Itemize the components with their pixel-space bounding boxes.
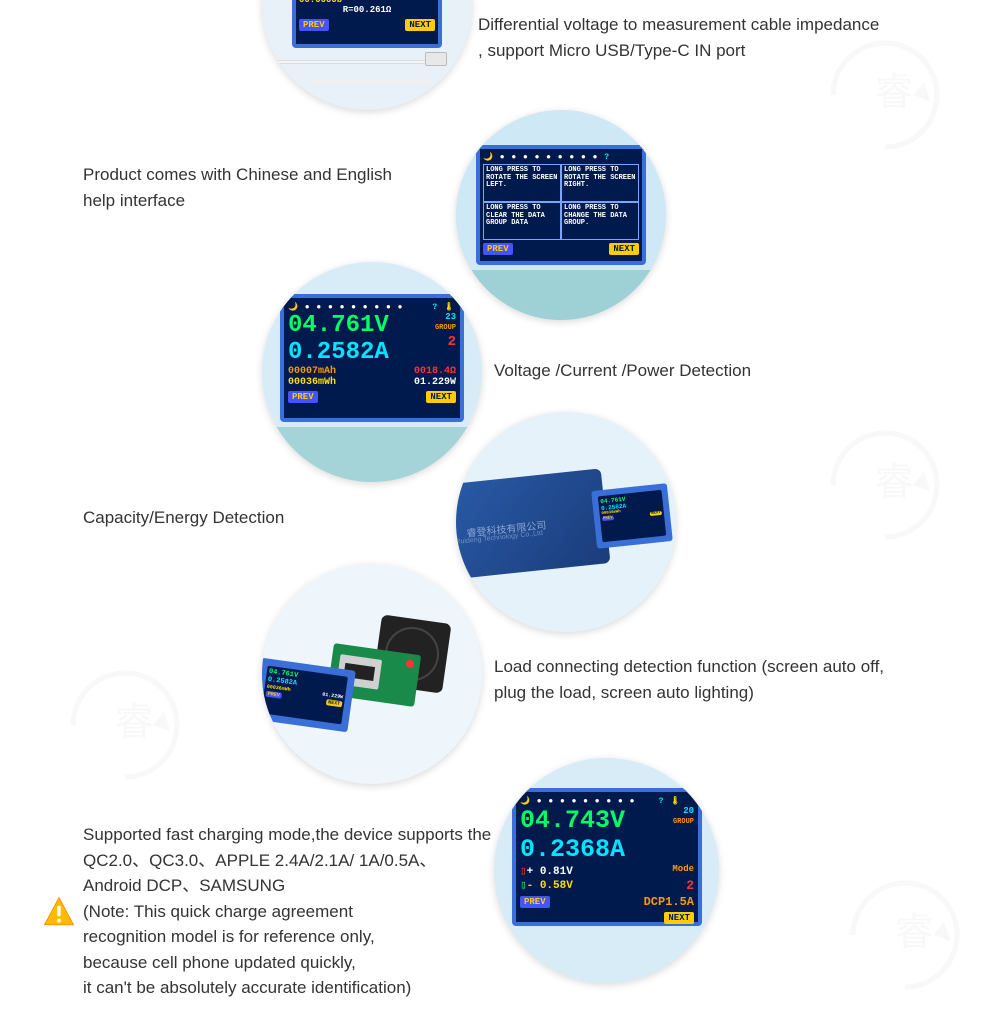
lcd-current: 0.2582A [288,339,389,366]
feature-image-cable-impedance: 00.0000b R=00.261Ω PREV NEXT [262,0,472,110]
help-cell: LONG PRESS TO ROTATE THE SCREEN LEFT. [483,164,561,202]
feature-line: QC2.0、QC3.0、APPLE 2.4A/2.1A/ 1A/0.5A、 [83,848,491,874]
feature-line: help interface [83,188,392,214]
lcd-group-label: GROUP [673,818,694,827]
feature-text-cable-impedance: Differential voltage to measurement cabl… [478,12,879,63]
svg-text:睿: 睿 [115,701,154,744]
feature-text-fast-charging: Supported fast charging mode,the device … [83,822,491,1001]
feature-image-fast-charging: 🌙 ● ● ● ● ● ● ● ● ● ? 🌡 04.743V 0.2368A … [494,758,719,983]
feature-image-vcp-detection: 🌙 ● ● ● ● ● ● ● ● ● ? 🌡 04.761V 0.2582A … [262,262,482,482]
next-button: NEXT [609,243,639,255]
feature-line: , support Micro USB/Type-C IN port [478,38,879,64]
feature-text-help-interface: Product comes with Chinese and English h… [83,162,392,213]
feature-text-load-detection: Load connecting detection function (scre… [494,654,884,705]
help-cell: LONG PRESS TO ROTATE THE SCREEN RIGHT. [561,164,639,202]
lcd-ohm: 0018.4Ω [414,366,456,377]
feature-line: Voltage /Current /Power Detection [494,358,751,384]
feature-line: plug the load, screen auto lighting) [494,680,884,706]
help-cell: LONG PRESS TO CLEAR THE DATA GROUP DATA [483,202,561,240]
prev-button: PREV [520,896,550,908]
feature-line: Product comes with Chinese and English [83,162,392,188]
feature-text-capacity-energy: Capacity/Energy Detection [83,505,284,531]
prev-button: PREV [288,391,318,403]
help-cell: LONG PRESS TO CHANGE THE DATA GROUP. [561,202,639,240]
lcd-voltage: 04.743V [520,806,625,835]
lcd-mwh: 00036mWh [288,377,336,388]
feature-image-capacity-energy: 睿登科技有限公司 Ruideng Technology Co.,Ltd 04.7… [456,412,676,632]
lcd-value: 00.0000b [299,0,342,5]
prev-button: PREV [299,19,329,31]
watermark-icon: 睿 [820,420,950,550]
lcd-voltage: 04.761V [288,312,389,339]
feature-text-vcp-detection: Voltage /Current /Power Detection [494,358,751,384]
feature-image-help-interface: 🌙 ● ● ● ● ● ● ● ● ● ? LONG PRESS TO ROTA… [456,110,666,320]
feature-line: recognition model is for reference only, [83,924,491,950]
lcd-group-num: 2 [435,333,456,351]
next-button: NEXT [426,391,456,403]
watermark-icon: 睿 [60,660,190,790]
feature-line: Android DCP、SAMSUNG [83,873,491,899]
feature-line: it can't be absolutely accurate identifi… [83,975,491,1001]
svg-text:睿: 睿 [895,911,934,954]
prev-button: PREV [483,243,513,255]
lcd-temp: 23 [435,312,456,324]
lcd-mode-label: Mode [672,864,694,878]
lcd-group-num: 2 [686,878,694,893]
feature-line: (Note: This quick charge agreement [83,899,491,925]
lcd-temp: 20 [673,806,694,818]
lcd-current: 0.2368A [520,835,625,864]
svg-text:睿: 睿 [875,71,914,114]
next-button: NEXT [405,19,435,31]
lcd-mah: 00007mAh [288,366,336,377]
watermark-icon: 睿 [840,870,970,1000]
lcd-dp: + 0.81V [527,866,573,878]
feature-line: Load connecting detection function (scre… [494,654,884,680]
lcd-watt: 01.229W [414,377,456,388]
next-button: NEXT [664,912,694,924]
feature-line: Supported fast charging mode,the device … [83,822,491,848]
feature-line: Capacity/Energy Detection [83,505,284,531]
warning-icon [42,895,76,929]
lcd-dm: - 0.58V [527,880,573,892]
feature-image-load-detection: 04.761V 0.2582A 00036mWh 01.229W PREV NE… [262,564,482,784]
lcd-group-label: GROUP [435,324,456,333]
feature-line: Differential voltage to measurement cabl… [478,12,879,38]
svg-text:睿: 睿 [875,461,914,504]
feature-line: because cell phone updated quickly, [83,950,491,976]
lcd-resistance: R=00.261Ω [343,5,392,15]
